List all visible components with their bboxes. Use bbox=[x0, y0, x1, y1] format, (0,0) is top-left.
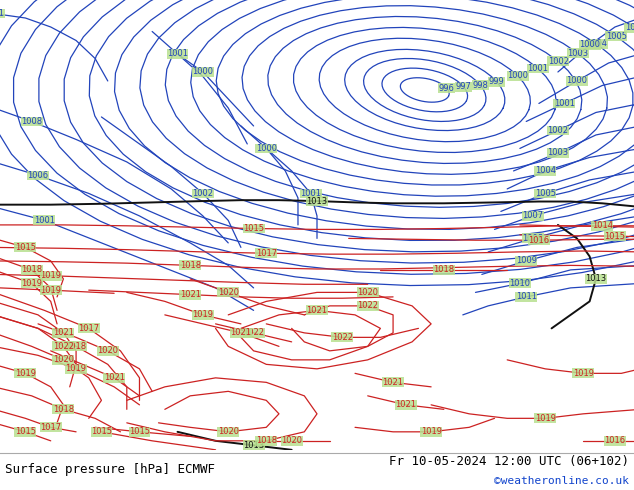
Text: 1015: 1015 bbox=[604, 232, 626, 241]
Text: 1021: 1021 bbox=[306, 306, 328, 315]
Text: ©weatheronline.co.uk: ©weatheronline.co.uk bbox=[494, 476, 629, 486]
Text: 1000: 1000 bbox=[566, 76, 588, 85]
Text: 1018: 1018 bbox=[21, 266, 42, 274]
Text: 1011: 1011 bbox=[515, 293, 537, 301]
Text: 1013: 1013 bbox=[585, 274, 607, 283]
Text: 1019: 1019 bbox=[534, 414, 556, 423]
Text: 1018: 1018 bbox=[65, 342, 87, 351]
Text: 1000: 1000 bbox=[256, 144, 277, 153]
Text: 1020: 1020 bbox=[281, 436, 302, 445]
Text: 1000: 1000 bbox=[579, 41, 600, 49]
Text: 1009: 1009 bbox=[515, 256, 537, 266]
Text: 999: 999 bbox=[489, 77, 505, 86]
Text: 1020: 1020 bbox=[53, 355, 74, 365]
Text: 1001: 1001 bbox=[300, 189, 321, 198]
Text: 1003: 1003 bbox=[567, 49, 588, 58]
Text: 1000: 1000 bbox=[192, 68, 214, 76]
Text: 1005: 1005 bbox=[605, 31, 627, 41]
Text: 1019: 1019 bbox=[573, 369, 594, 378]
Text: 1002: 1002 bbox=[547, 126, 569, 135]
Text: 1017: 1017 bbox=[256, 249, 277, 258]
Text: 1021: 1021 bbox=[179, 290, 201, 299]
Text: 1014: 1014 bbox=[592, 221, 613, 230]
Text: 1019: 1019 bbox=[40, 271, 61, 280]
Text: 1004: 1004 bbox=[586, 39, 607, 49]
Text: 1015: 1015 bbox=[15, 243, 36, 252]
Text: 1018: 1018 bbox=[256, 436, 277, 445]
Text: 1004: 1004 bbox=[534, 167, 556, 175]
Text: 1006: 1006 bbox=[625, 23, 634, 32]
Text: 1021: 1021 bbox=[395, 400, 417, 409]
Text: 1007: 1007 bbox=[522, 211, 543, 220]
Text: 1017: 1017 bbox=[78, 324, 100, 333]
Text: 1020: 1020 bbox=[217, 288, 239, 297]
Text: 997: 997 bbox=[456, 82, 472, 91]
Text: 1017: 1017 bbox=[40, 423, 61, 432]
Text: 1018: 1018 bbox=[179, 261, 201, 270]
Text: 1011: 1011 bbox=[0, 9, 4, 18]
Text: 1020: 1020 bbox=[217, 427, 239, 436]
Text: 1018: 1018 bbox=[433, 266, 455, 274]
Text: 1002: 1002 bbox=[548, 57, 569, 66]
Text: 1019: 1019 bbox=[65, 365, 87, 373]
Text: 1013: 1013 bbox=[243, 441, 264, 450]
Text: 1021: 1021 bbox=[230, 328, 252, 338]
Text: 1019: 1019 bbox=[21, 279, 42, 288]
Text: 1001: 1001 bbox=[167, 49, 188, 58]
Text: 1003: 1003 bbox=[547, 148, 569, 157]
Text: 1019: 1019 bbox=[192, 310, 214, 319]
Text: 1019: 1019 bbox=[40, 286, 61, 294]
Text: Fr 10-05-2024 12:00 UTC (06+102): Fr 10-05-2024 12:00 UTC (06+102) bbox=[389, 455, 629, 467]
Text: 1018: 1018 bbox=[53, 405, 74, 414]
Text: 998: 998 bbox=[472, 80, 488, 90]
Text: 1016: 1016 bbox=[604, 436, 626, 445]
Text: 1006: 1006 bbox=[27, 171, 49, 180]
Text: 1016: 1016 bbox=[528, 236, 550, 245]
Text: 1022: 1022 bbox=[243, 328, 264, 338]
Text: 1022: 1022 bbox=[357, 301, 378, 310]
Text: 1000: 1000 bbox=[507, 72, 528, 80]
Text: 1019: 1019 bbox=[15, 369, 36, 378]
Text: 1002: 1002 bbox=[192, 189, 214, 198]
Text: 1015: 1015 bbox=[15, 427, 36, 436]
Text: 996: 996 bbox=[439, 84, 455, 93]
Text: 1021: 1021 bbox=[53, 328, 74, 338]
Text: 1001: 1001 bbox=[34, 216, 55, 225]
Text: Surface pressure [hPa] ECMWF: Surface pressure [hPa] ECMWF bbox=[5, 463, 215, 476]
Text: 1013: 1013 bbox=[306, 196, 328, 206]
Text: 1022: 1022 bbox=[53, 342, 74, 351]
Text: 1019: 1019 bbox=[420, 427, 442, 436]
Text: 1010: 1010 bbox=[509, 279, 531, 288]
Text: 1021: 1021 bbox=[382, 378, 404, 387]
Text: 1021: 1021 bbox=[103, 373, 125, 382]
Text: 1015: 1015 bbox=[243, 224, 264, 233]
Text: 1001: 1001 bbox=[553, 99, 575, 108]
Text: 1001: 1001 bbox=[527, 64, 548, 73]
Text: 1020: 1020 bbox=[97, 346, 119, 355]
Text: 1020: 1020 bbox=[357, 288, 378, 297]
Text: 1008: 1008 bbox=[21, 117, 42, 126]
Text: 1005: 1005 bbox=[534, 189, 556, 198]
Text: 1015: 1015 bbox=[129, 427, 150, 436]
Text: 1008: 1008 bbox=[522, 234, 543, 243]
Text: 1015: 1015 bbox=[91, 427, 112, 436]
Text: 1022: 1022 bbox=[332, 333, 353, 342]
